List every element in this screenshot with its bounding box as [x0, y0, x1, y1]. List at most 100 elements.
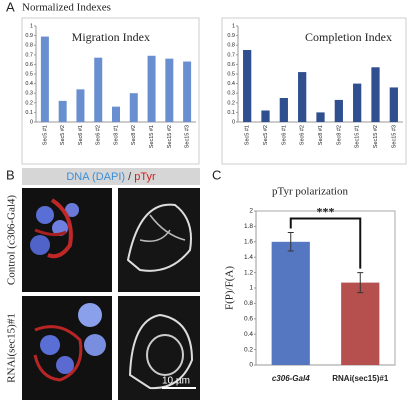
bar	[147, 55, 156, 123]
y-tick-label: 0	[249, 362, 253, 369]
y-tick-label: 0.8	[25, 43, 33, 49]
bar	[334, 99, 343, 122]
y-tick-label: 0.6	[244, 316, 253, 323]
x-tick-label: Sec8 #2	[336, 125, 342, 145]
y-tick-label: 0.4	[244, 331, 253, 338]
bar	[94, 57, 103, 122]
x-tick-label: Sec15 #2	[373, 125, 379, 148]
y-tick-label: 0.2	[227, 100, 235, 106]
chart-title: Migration Index	[72, 30, 150, 44]
bar	[243, 50, 252, 122]
y-tick-label: 0.1	[227, 110, 235, 116]
panel-letter: C	[212, 167, 221, 182]
x-tick-label: Sec15 #3	[185, 125, 191, 148]
y-tick-label: 0.9	[25, 33, 33, 39]
y-tick-label: 1.6	[244, 239, 253, 246]
y-tick-label: 0.1	[25, 110, 33, 116]
bar	[112, 106, 120, 122]
y-tick-label: 1.4	[244, 254, 253, 261]
stain-dna: DNA (DAPI)	[66, 171, 125, 183]
y-tick-label: 0	[232, 119, 235, 125]
bar	[271, 241, 310, 365]
y-tick-label: 0.5	[25, 71, 33, 77]
chart-frame	[21, 17, 200, 165]
panel-letter: A	[6, 0, 15, 14]
bar	[58, 100, 67, 122]
error-bar	[287, 232, 294, 252]
y-tick-label: 1.2	[244, 269, 253, 276]
y-tick-label: 0.6	[25, 62, 33, 68]
scale-bar-label: 10 µm	[162, 376, 190, 387]
bar	[165, 58, 174, 122]
chart-title: pTyr polarization	[272, 186, 348, 198]
separator: /	[125, 171, 134, 183]
y-tick-label: 0.3	[227, 91, 235, 97]
x-tick-label: Sec15 #3	[391, 125, 397, 148]
bar	[316, 112, 325, 122]
x-tick-label: Sec5 #1	[42, 125, 48, 145]
bar	[341, 282, 380, 365]
x-tick-label: Sec5 #2	[263, 125, 269, 145]
y-tick-label: 1	[232, 23, 235, 29]
x-tick-label: Sec6 #1	[78, 125, 84, 145]
y-tick-label: 0.8	[244, 300, 253, 307]
heading: Normalized Indexes	[22, 2, 111, 14]
x-tick-label: Sec15 #1	[149, 125, 155, 148]
header-bar	[22, 168, 200, 185]
bar	[183, 61, 192, 122]
y-tick-label: 0.3	[25, 91, 33, 97]
bar	[261, 110, 270, 122]
bar	[389, 87, 398, 122]
x-tick-label: Sec8 #2	[131, 125, 137, 145]
y-tick-label: 0.2	[25, 100, 33, 106]
micrograph-rnai-merge	[22, 296, 112, 400]
x-tick-label: c306-Gal4	[272, 374, 310, 383]
x-tick-label: RNAi(sec15)#1	[332, 374, 389, 383]
x-tick-label: Sec15 #2	[167, 125, 173, 148]
y-tick-label: 0.4	[25, 81, 33, 87]
bar	[298, 72, 307, 122]
error-bar	[357, 272, 364, 294]
row-label: RNAi(sec15)#1	[6, 313, 18, 383]
y-tick-label: 2	[249, 208, 253, 215]
x-tick-label: Sec5 #1	[245, 125, 251, 145]
significance-bracket	[289, 217, 362, 269]
x-tick-label: Sec5 #2	[60, 125, 66, 145]
y-tick-label: 0.7	[227, 52, 235, 58]
y-axis-label: F(P)/F(A)	[224, 266, 236, 310]
y-tick-label: 1	[30, 23, 33, 29]
row-label: Control (c306-Gal4)	[6, 195, 18, 285]
y-tick-label: 1	[249, 285, 253, 292]
y-tick-label: 0.5	[227, 71, 235, 77]
x-tick-label: Sec8 #1	[113, 125, 119, 145]
micrograph-control-merge	[22, 188, 112, 292]
x-tick-label: Sec6 #2	[96, 125, 102, 145]
micrograph-control-ptyr	[118, 188, 200, 292]
stain-legend: DNA (DAPI) / pTyr	[66, 171, 156, 183]
y-tick-label: 0.7	[25, 52, 33, 58]
y-tick-label: 0.2	[244, 346, 253, 353]
panel-letter: B	[6, 167, 15, 182]
y-tick-label: 1.8	[244, 223, 253, 230]
x-tick-label: Sec15 #1	[355, 125, 361, 148]
bar	[76, 89, 85, 122]
x-tick-label: Sec6 #1	[281, 125, 287, 145]
x-tick-label: Sec8 #1	[318, 125, 324, 145]
y-tick-label: 0	[30, 119, 33, 125]
y-tick-label: 0.6	[227, 62, 235, 68]
y-tick-label: 0.8	[227, 43, 235, 49]
chart-frame	[221, 17, 407, 165]
bar	[353, 83, 362, 122]
y-tick-label: 0.4	[227, 81, 235, 87]
bar	[129, 93, 138, 122]
bar	[279, 98, 288, 122]
micrograph-rnai-ptyr	[118, 296, 200, 400]
significance-label: ***	[317, 204, 335, 218]
bar	[40, 36, 49, 123]
bar	[371, 67, 380, 122]
stain-ptyr: pTyr	[134, 171, 156, 183]
y-tick-label: 0.9	[227, 33, 235, 39]
x-tick-label: Sec6 #2	[300, 125, 306, 145]
chart-title: Completion Index	[305, 30, 392, 44]
